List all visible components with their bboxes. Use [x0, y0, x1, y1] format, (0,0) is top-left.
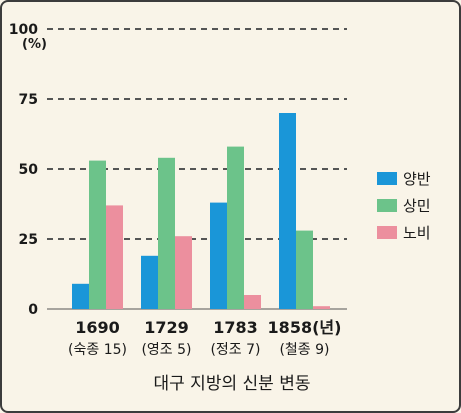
y-tick-50: 50: [19, 162, 39, 178]
x-tick-0: 1690: [75, 318, 120, 337]
chart-title: 대구 지방의 신분 변동: [154, 374, 311, 394]
bar-노비-1690: [106, 205, 123, 309]
bar-상민-1858(년): [296, 230, 313, 309]
y-tick-labels: 0 25 50 75 100: [9, 22, 38, 318]
bar-양반-1690: [72, 283, 89, 309]
legend-swatch-노비: [377, 226, 397, 239]
x-tick-sub-1: (영조 5): [141, 342, 191, 358]
legend-swatch-양반: [377, 172, 397, 185]
bar-노비-1783: [244, 295, 261, 309]
bars: [72, 113, 330, 309]
bar-상민-1729: [158, 157, 175, 309]
y-tick-100: 100: [9, 22, 38, 38]
bar-상민-1690: [89, 160, 106, 309]
y-tick-0: 0: [28, 302, 38, 318]
legend-label-상민: 상민: [403, 197, 431, 215]
bar-양반-1729: [141, 255, 158, 309]
x-tick-3: 1858(년): [268, 318, 342, 337]
y-tick-75: 75: [19, 92, 38, 108]
x-tick-sub-0: (숙종 15): [68, 342, 127, 358]
x-tick-sub-3: (철종 9): [279, 342, 329, 358]
legend-label-노비: 노비: [403, 224, 431, 242]
y-tick-25: 25: [19, 232, 38, 248]
bar-양반-1858(년): [279, 113, 296, 309]
legend-swatch-상민: [377, 199, 397, 212]
legend-label-양반: 양반: [403, 170, 431, 188]
x-tick-labels: 1690 (숙종 15) 1729 (영조 5) 1783 (정조 7) 1858(년) (철…: [68, 318, 341, 358]
x-tick-1: 1729: [144, 318, 189, 337]
x-tick-2: 1783: [213, 318, 258, 337]
x-tick-sub-2: (정조 7): [210, 342, 260, 358]
bar-양반-1783: [210, 202, 227, 309]
bar-노비-1729: [175, 236, 192, 309]
bar-노비-1858(년): [313, 306, 330, 309]
bar-상민-1783: [227, 146, 244, 309]
y-unit-label: (%): [22, 37, 47, 52]
